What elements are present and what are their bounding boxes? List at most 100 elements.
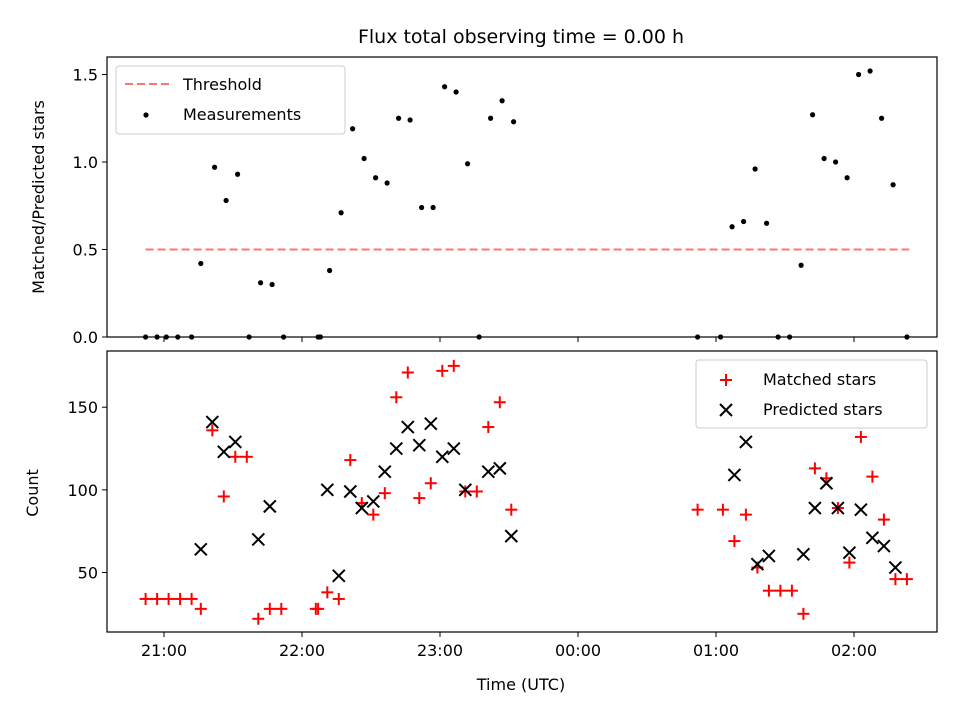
predicted-stars-point: [228, 435, 243, 449]
top-y-tick-label: 0.0: [73, 328, 98, 347]
top-y-tick-label: 1.5: [73, 66, 98, 85]
measurements-point: [718, 334, 724, 340]
matched-stars-point: [900, 573, 913, 586]
predicted-stars-point: [205, 415, 220, 429]
matched-stars-point: [762, 584, 775, 597]
legend-threshold-label: Threshold: [182, 75, 262, 94]
predicted-stars-point: [727, 468, 742, 482]
predicted-stars-point: [888, 560, 903, 575]
matched-stars-point: [312, 602, 325, 615]
matched-stars-point: [185, 592, 198, 605]
measurements-point: [373, 175, 379, 181]
measurements-point: [338, 210, 344, 216]
matched-stars-point: [808, 462, 821, 475]
measurements-point: [821, 155, 827, 162]
measurements-point: [844, 175, 850, 181]
measurements-point: [154, 334, 160, 340]
matched-stars-point: [275, 602, 288, 615]
matched-stars-point: [505, 503, 518, 516]
matched-stars-point: [728, 535, 741, 548]
predicted-stars-point: [194, 542, 208, 557]
x-tick-label: 23:00: [417, 641, 463, 660]
matched-stars-point: [194, 602, 207, 615]
predicted-stars-point: [251, 532, 266, 547]
measurements-point: [407, 117, 413, 123]
measurements-point: [384, 180, 390, 186]
matched-stars-point: [229, 450, 242, 463]
matched-stars-point: [206, 424, 219, 437]
matched-stars-point: [493, 396, 506, 409]
measurements-point: [396, 115, 402, 121]
predicted-stars-point: [389, 441, 404, 456]
matched-stars-point: [436, 364, 449, 377]
predicted-stars-point: [401, 420, 415, 434]
matched-stars-point: [378, 487, 391, 500]
predicted-stars-point: [332, 569, 346, 583]
top-legend-box: [115, 65, 346, 135]
matched-stars-point: [344, 454, 357, 467]
matched-stars-point: [691, 503, 704, 516]
x-tick-label: 00:00: [555, 641, 601, 660]
matched-stars-point: [459, 485, 472, 498]
measurements-point: [775, 334, 781, 340]
matched-stars-point: [877, 513, 890, 526]
measurements-point: [143, 334, 149, 340]
measurements-point: [764, 220, 770, 226]
bottom-y-tick-label: 100: [67, 481, 98, 500]
measurements-point: [787, 334, 793, 340]
top-legend: Threshold Measurements: [115, 65, 346, 135]
measurements-point: [258, 280, 264, 286]
legend-matched-swatch: [720, 374, 732, 386]
measurements-point: [488, 115, 494, 121]
matched-stars-point: [321, 586, 334, 599]
matched-stars-point: [151, 592, 164, 605]
bottom-y-tick-label: 150: [67, 398, 98, 417]
measurements-point: [904, 334, 910, 340]
predicted-stars-point: [263, 499, 277, 514]
legend-predicted-swatch: [719, 403, 733, 417]
matched-stars-point: [716, 503, 729, 516]
matched-stars-point: [785, 584, 798, 597]
predicted-stars-point: [412, 438, 427, 452]
matched-stars-point: [797, 607, 810, 620]
matched-stars-point: [401, 366, 414, 379]
measurements-point: [752, 166, 758, 172]
matched-stars-point: [482, 421, 495, 434]
measurements-point: [510, 119, 517, 125]
predicted-stars-point: [819, 476, 834, 490]
matched-stars-point: [217, 490, 230, 503]
measurements-point: [361, 155, 367, 162]
predicted-stars-point: [762, 549, 776, 563]
predicted-stars-point: [447, 441, 461, 456]
matched-stars-point: [263, 602, 276, 615]
measurements-point: [890, 182, 896, 188]
top-y-tick-label: 1.0: [73, 153, 98, 172]
measurements-point: [476, 334, 482, 340]
predicted-stars-point: [481, 464, 496, 479]
matched-stars-point: [774, 584, 787, 597]
measurements-point: [198, 260, 204, 267]
measurements-point: [453, 89, 459, 95]
matched-stars-point: [447, 359, 460, 372]
predicted-stars-point: [854, 502, 868, 517]
x-tick-label: 02:00: [831, 641, 877, 660]
measurements-point: [350, 126, 356, 132]
predicted-stars-point: [366, 494, 381, 509]
legend-measurements-label: Measurements: [183, 105, 301, 124]
predicted-stars-point: [796, 547, 811, 562]
bottom-legend: Matched stars Predicted stars: [695, 359, 928, 429]
matched-stars-point: [889, 573, 902, 586]
matched-stars-point: [174, 592, 187, 605]
matched-stars-point: [470, 485, 483, 498]
predicted-stars-point: [865, 531, 880, 545]
measurements-point: [189, 334, 195, 340]
measurements-point: [317, 334, 323, 340]
measurements-point: [246, 334, 252, 340]
measurements-point: [879, 115, 885, 121]
predicted-stars-point: [739, 435, 753, 449]
measurements-point: [741, 218, 747, 225]
matched-stars-point: [843, 556, 856, 569]
predicted-stars-point: [831, 501, 845, 515]
matched-stars-point: [252, 612, 265, 625]
